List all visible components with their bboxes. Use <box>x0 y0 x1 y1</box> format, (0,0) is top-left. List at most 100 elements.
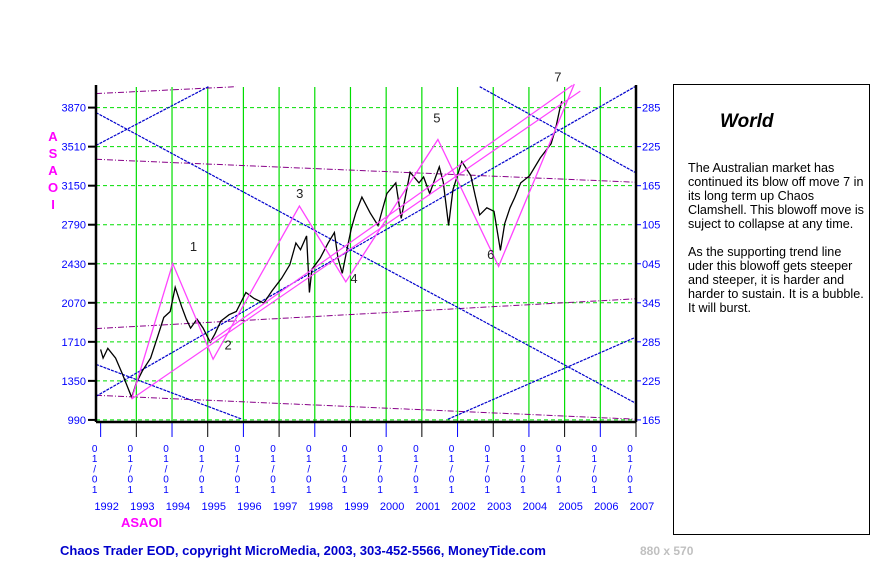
x-date-char: / <box>236 464 239 475</box>
x-date-char: 0 <box>199 475 205 486</box>
magenta-trend-line <box>131 90 581 400</box>
wave-label: 5 <box>433 111 440 126</box>
x-date-char: 1 <box>342 454 348 465</box>
x-date-char: 1 <box>484 454 490 465</box>
x-date-char: 0 <box>413 444 419 455</box>
right-tick-label: 105 <box>642 220 660 232</box>
x-year-label: 1999 <box>344 501 368 513</box>
blue-trend-line <box>96 86 209 146</box>
x-year-label: 1997 <box>273 501 297 513</box>
panel-title: World <box>720 111 774 132</box>
x-date-char: 0 <box>377 444 383 455</box>
x-date-char: 0 <box>413 475 419 486</box>
right-tick-label: 165 <box>642 415 660 427</box>
wave-label: 1 <box>190 239 197 254</box>
x-date-char: 1 <box>556 485 562 496</box>
y-tick-label: 3510 <box>62 142 86 154</box>
x-date-char: 0 <box>627 444 633 455</box>
wave-label: 4 <box>350 271 357 286</box>
x-date-char: 1 <box>413 454 419 465</box>
x-date-char: 1 <box>92 485 98 496</box>
x-year-label: 2007 <box>630 501 654 513</box>
purple-channel-line <box>96 86 236 95</box>
vertical-label-letter: O <box>47 180 59 195</box>
panel-text: The Australian market has continued its … <box>688 161 864 315</box>
x-year-label: 1994 <box>166 501 190 513</box>
footer-copyright: Chaos Trader EOD, copyright MicroMedia, … <box>60 543 546 558</box>
x-date-char: / <box>165 464 168 475</box>
y-tick-label: 3870 <box>62 103 86 115</box>
x-year-label: 1996 <box>237 501 261 513</box>
x-date-char: / <box>557 464 560 475</box>
wave-label: 2 <box>224 337 231 352</box>
x-date-char: / <box>629 464 632 475</box>
x-date-char: 1 <box>520 454 526 465</box>
x-date-char: 1 <box>449 454 455 465</box>
x-date-char: / <box>307 464 310 475</box>
x-date-char: 0 <box>592 444 598 455</box>
wave-label: 3 <box>296 186 303 201</box>
x-date-char: 1 <box>342 485 348 496</box>
x-date-char: 1 <box>592 454 598 465</box>
blue-trend-line <box>96 363 243 420</box>
x-date-char: 0 <box>128 444 134 455</box>
right-tick-label: 225 <box>642 142 660 154</box>
x-date-char: / <box>450 464 453 475</box>
x-date-char: 1 <box>413 485 419 496</box>
x-date-char: 1 <box>306 485 312 496</box>
x-date-char: / <box>486 464 489 475</box>
x-date-char: 1 <box>128 454 134 465</box>
right-tick-label: 285 <box>642 103 660 115</box>
x-date-char: 0 <box>592 475 598 486</box>
bottom-symbol-label: ASAOI <box>121 515 163 530</box>
x-date-char: 0 <box>270 444 276 455</box>
x-year-label: 2005 <box>558 501 582 513</box>
x-date-char: 1 <box>306 454 312 465</box>
x-date-char: 1 <box>592 485 598 496</box>
right-tick-label: 165 <box>642 181 660 193</box>
x-date-char: 1 <box>199 454 205 465</box>
x-date-char: 1 <box>449 485 455 496</box>
blue-trend-line <box>447 337 636 420</box>
x-date-char: 0 <box>92 475 98 486</box>
x-date-char: 1 <box>556 454 562 465</box>
x-date-char: 0 <box>270 475 276 486</box>
x-date-char: / <box>522 464 525 475</box>
x-date-char: / <box>129 464 132 475</box>
wave-label: 6 <box>487 247 494 262</box>
x-date-char: 0 <box>342 444 348 455</box>
x-date-char: 1 <box>235 454 241 465</box>
x-date-char: 0 <box>520 475 526 486</box>
right-tick-label: 045 <box>642 259 660 271</box>
x-date-char: / <box>414 464 417 475</box>
x-date-char: 0 <box>377 475 383 486</box>
x-year-label: 1992 <box>94 501 118 513</box>
x-date-char: / <box>379 464 382 475</box>
x-date-char: 0 <box>306 475 312 486</box>
commentary-panel: World The Australian market has continue… <box>673 84 870 535</box>
x-date-char: 1 <box>128 485 134 496</box>
y-tick-label: 1710 <box>62 337 86 349</box>
y-tick-label: 990 <box>68 415 86 427</box>
x-date-char: / <box>593 464 596 475</box>
x-date-char: 0 <box>556 475 562 486</box>
x-year-label: 2003 <box>487 501 511 513</box>
purple-channel-line <box>96 158 636 183</box>
x-date-char: 1 <box>377 485 383 496</box>
x-date-char: 0 <box>128 475 134 486</box>
x-date-char: / <box>200 464 203 475</box>
price-series-line <box>99 100 563 400</box>
x-date-char: / <box>343 464 346 475</box>
x-date-char: 0 <box>449 444 455 455</box>
y-tick-label: 1350 <box>62 376 86 388</box>
x-year-label: 1998 <box>309 501 333 513</box>
x-date-char: 1 <box>163 454 169 465</box>
vertical-label-letter: I <box>51 197 55 212</box>
x-date-char: 1 <box>377 454 383 465</box>
right-tick-label: 345 <box>642 298 660 310</box>
x-date-char: / <box>272 464 275 475</box>
x-year-label: 2006 <box>594 501 618 513</box>
x-date-char: 0 <box>235 475 241 486</box>
